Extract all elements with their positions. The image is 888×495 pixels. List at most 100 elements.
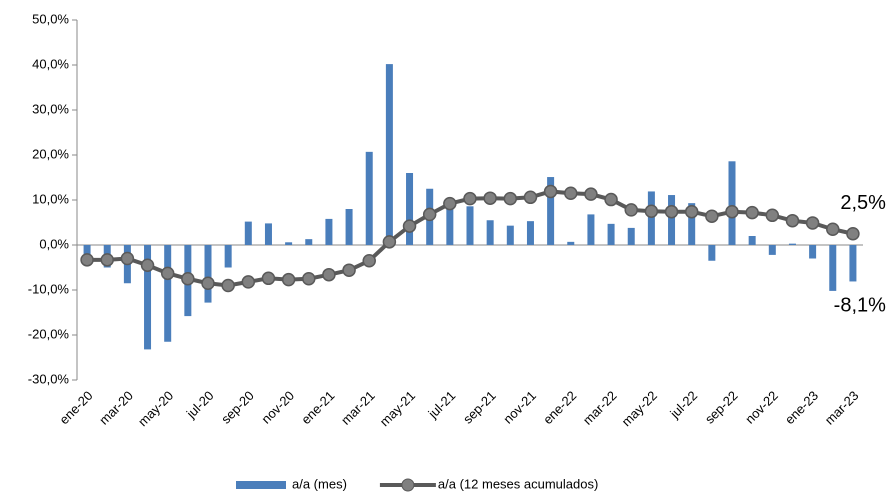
marker [765, 208, 780, 223]
bar [285, 242, 293, 245]
marker [745, 205, 759, 220]
bar [809, 245, 817, 259]
bar [305, 239, 313, 245]
marker [221, 278, 235, 293]
legend-swatch [401, 478, 415, 492]
bar [829, 245, 837, 291]
x-tick-label: mar-20 [96, 388, 136, 428]
marker [241, 275, 256, 289]
bar [768, 245, 776, 255]
x-tick-label: nov-21 [500, 388, 539, 427]
bar [325, 218, 333, 245]
marker [302, 272, 316, 286]
marker [281, 272, 296, 287]
marker [624, 203, 638, 217]
marker [684, 204, 699, 219]
x-tick-label: sep-21 [460, 388, 499, 427]
x-tick-label: may-21 [377, 388, 418, 429]
x-tick-label: jul-20 [183, 388, 217, 422]
marker [564, 186, 578, 200]
y-tick-label: 0,0% [39, 236, 69, 251]
marker [362, 254, 376, 268]
marker [826, 222, 840, 236]
bar [748, 236, 756, 245]
bar [406, 173, 414, 245]
x-tick-label: nov-20 [258, 388, 297, 427]
marker [664, 204, 679, 219]
y-tick-label: 30,0% [32, 101, 69, 116]
x-tick-label: ene-22 [540, 388, 579, 427]
marker [120, 251, 135, 266]
bar [788, 243, 796, 245]
marker [402, 219, 417, 233]
marker [604, 192, 618, 207]
marker [644, 204, 659, 218]
marker [543, 184, 558, 199]
marker [160, 266, 175, 281]
marker [140, 258, 155, 272]
y-tick-label: -30,0% [28, 371, 70, 386]
y-tick-label: -20,0% [28, 326, 70, 341]
bar [708, 245, 716, 261]
x-tick-label: ene-23 [782, 388, 821, 427]
x-tick-label: mar-22 [580, 388, 620, 428]
marker [201, 276, 215, 290]
y-tick-label: 10,0% [32, 191, 69, 206]
x-tick-label: ene-20 [56, 388, 95, 427]
bar [668, 195, 676, 245]
y-tick-label: 50,0% [32, 11, 69, 26]
y-tick-label: 40,0% [32, 56, 69, 71]
bar [547, 177, 555, 245]
bar [688, 203, 696, 245]
marker [725, 204, 739, 219]
bar [224, 245, 232, 268]
bar [466, 206, 474, 245]
legend-swatch [236, 481, 286, 489]
marker [483, 191, 497, 205]
marker [261, 271, 276, 286]
marker [805, 216, 820, 230]
bar [385, 64, 393, 245]
x-tick-label: mar-21 [338, 388, 378, 428]
x-tick-label: jul-21 [425, 388, 459, 422]
marker [342, 263, 356, 277]
bar [264, 223, 272, 245]
bar [164, 245, 172, 342]
x-tick-label: nov-22 [742, 388, 781, 427]
bar [587, 214, 595, 245]
legend-label: a/a (mes) [292, 476, 347, 491]
y-tick-label: -10,0% [28, 281, 70, 296]
bar [607, 223, 615, 245]
marker [80, 253, 94, 267]
y-tick-label: 20,0% [32, 146, 69, 161]
bar [526, 221, 534, 245]
marker [463, 191, 477, 206]
marker [584, 187, 598, 201]
x-tick-label: jul-22 [666, 388, 700, 422]
bar [486, 220, 494, 245]
bar [204, 245, 212, 303]
bar [244, 221, 252, 245]
marker [322, 267, 336, 282]
marker [785, 213, 800, 228]
x-tick-label: may-20 [135, 388, 176, 429]
marker [382, 235, 397, 249]
bar [647, 191, 655, 245]
marker [523, 190, 538, 205]
x-tick-label: may-22 [619, 388, 660, 429]
marker [100, 253, 114, 267]
x-tick-label: sep-22 [702, 388, 741, 427]
x-tick-label: ene-21 [298, 388, 337, 427]
bar [144, 245, 152, 350]
marker [443, 196, 457, 211]
marker [422, 207, 437, 222]
marker [181, 272, 195, 286]
bar [849, 245, 857, 282]
marker [705, 209, 719, 223]
bar [446, 202, 454, 245]
bar [567, 241, 575, 245]
bar [728, 161, 736, 245]
data-label: -8,1% [834, 295, 886, 317]
marker [503, 191, 518, 206]
